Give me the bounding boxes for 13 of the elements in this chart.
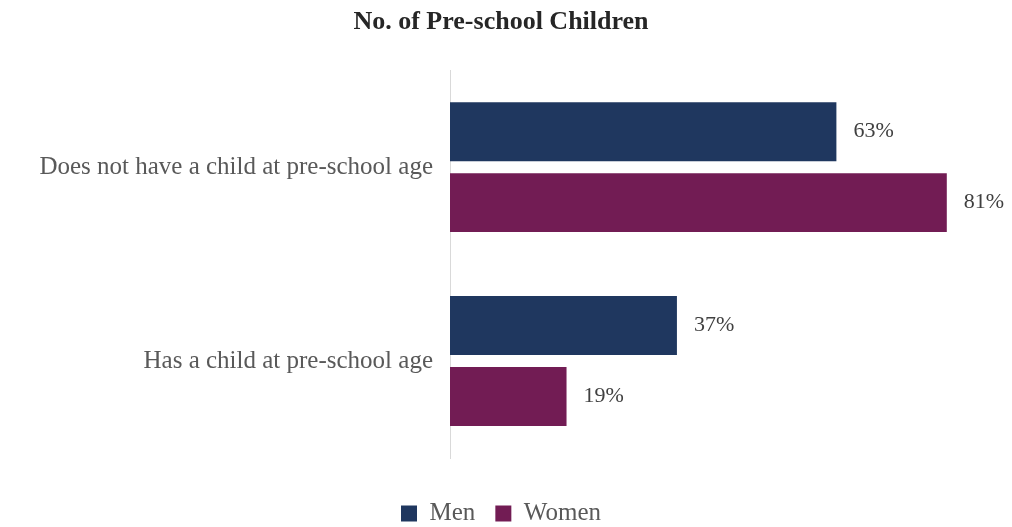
y-tick-label: Does not have a child at pre-school age — [39, 151, 433, 179]
bar — [450, 173, 947, 233]
y-tick-label: Has a child at pre-school age — [143, 345, 433, 373]
bar — [450, 367, 567, 427]
data-label: 81% — [963, 188, 1005, 214]
data-label: 37% — [693, 311, 735, 337]
legend-label: Women — [523, 498, 602, 526]
bar — [450, 102, 837, 162]
legend-label: Men — [429, 498, 476, 526]
data-label: 19% — [583, 382, 624, 408]
chart-title: No. of Pre-school Children — [353, 6, 650, 36]
data-label: 63% — [853, 117, 894, 143]
bar — [450, 296, 677, 356]
